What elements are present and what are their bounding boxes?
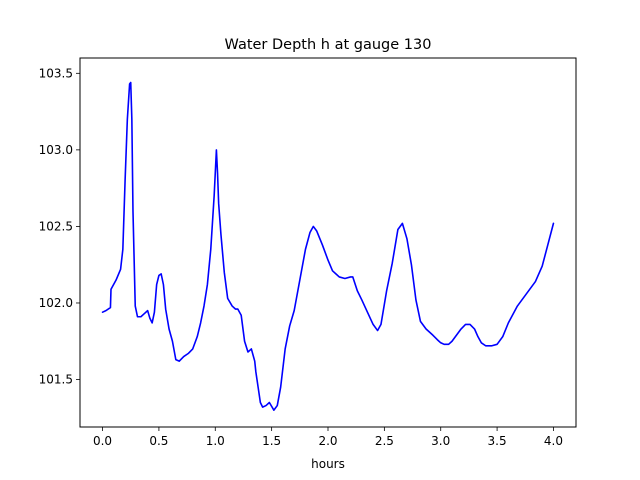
x-tick-label: 3.0 — [431, 434, 450, 448]
y-axis: 101.5 102.0 102.5 103.0 103.5 — [39, 66, 80, 387]
y-tick-label: 103.5 — [39, 66, 73, 80]
y-tick-label: 103.0 — [39, 143, 73, 157]
y-tick-label: 101.5 — [39, 373, 73, 387]
y-tick-label: 102.0 — [39, 296, 73, 310]
series-line-0 — [101, 81, 555, 411]
x-tick-label: 3.5 — [488, 434, 507, 448]
x-tick-label: 0.0 — [93, 434, 112, 448]
x-tick-label: 2.5 — [375, 434, 394, 448]
x-tick-label: 2.0 — [318, 434, 337, 448]
x-axis: 0.0 0.5 1.0 1.5 2.0 2.5 3.0 3.5 4.0 — [93, 427, 563, 448]
x-tick-label: 4.0 — [544, 434, 563, 448]
x-axis-label: hours — [311, 457, 345, 471]
y-tick-label: 102.5 — [39, 219, 73, 233]
chart-title: Water Depth h at gauge 130 — [225, 37, 432, 53]
x-tick-label: 1.0 — [206, 434, 225, 448]
x-tick-label: 0.5 — [149, 434, 168, 448]
x-tick-label: 1.5 — [262, 434, 281, 448]
